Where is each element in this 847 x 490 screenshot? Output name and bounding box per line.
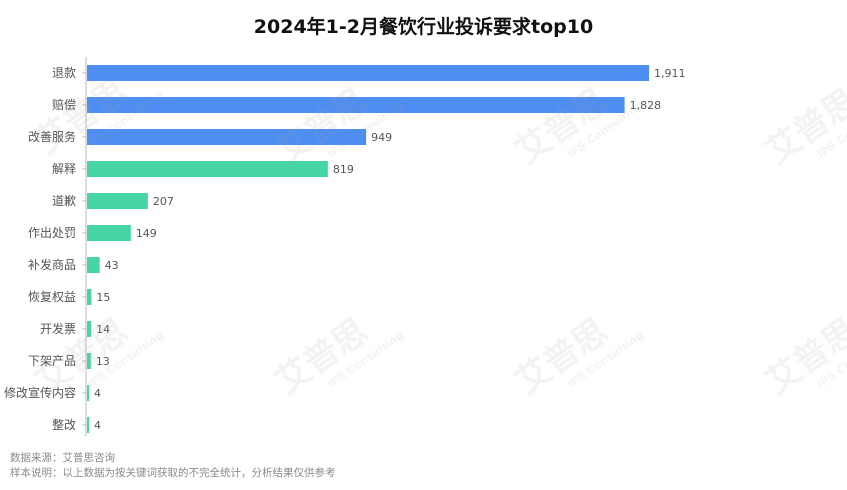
value-label: 4 (94, 419, 101, 432)
category-label: 改善服务 (28, 129, 76, 144)
category-label: 赔偿 (52, 97, 76, 112)
value-label: 13 (96, 355, 110, 368)
value-label: 819 (333, 163, 354, 176)
category-label: 开发票 (40, 321, 76, 336)
bar (87, 353, 91, 369)
bar (87, 289, 92, 305)
category-label: 退款 (52, 66, 76, 80)
bar-chart: 退款 1,911 赔偿 1,828 改善服务 949 解释 819 道歉 207 作出处罚 149 补发… (4, 57, 686, 436)
value-label: 1,911 (654, 67, 686, 80)
value-label: 15 (96, 291, 110, 304)
chart-title: 2024年1-2月餐饮行业投诉要求top10 (253, 16, 594, 38)
category-label: 道歉 (52, 194, 76, 208)
category-label: 作出处罚 (28, 226, 76, 240)
bar (87, 257, 100, 273)
sample-note: 样本说明：以上数据为按关键词获取的不完全统计，分析结果仅供参考 (10, 467, 336, 479)
bar (87, 65, 649, 81)
value-label: 1,828 (630, 99, 662, 112)
bar (87, 225, 131, 241)
bar (87, 161, 328, 177)
value-label: 949 (371, 131, 392, 144)
category-label: 修改宣传内容 (4, 385, 76, 400)
value-label: 4 (94, 387, 101, 400)
value-label: 207 (153, 195, 174, 208)
category-label: 恢复权益 (28, 290, 76, 304)
category-label: 解释 (52, 162, 76, 176)
category-label: 补发商品 (28, 257, 76, 272)
bar (87, 129, 367, 145)
bar (87, 417, 89, 433)
data-source: 数据来源：艾普思咨询 (10, 452, 115, 464)
chart-footer: 数据来源：艾普思咨询 样本说明：以上数据为按关键词获取的不完全统计，分析结果仅供… (10, 451, 336, 481)
bar (87, 193, 148, 209)
value-label: 149 (136, 227, 157, 240)
value-label: 43 (105, 259, 119, 272)
bar (87, 321, 92, 337)
value-label: 14 (96, 323, 110, 336)
category-label: 下架产品 (28, 354, 76, 368)
bar (87, 97, 625, 113)
bar (87, 385, 89, 401)
category-label: 整改 (52, 417, 76, 432)
